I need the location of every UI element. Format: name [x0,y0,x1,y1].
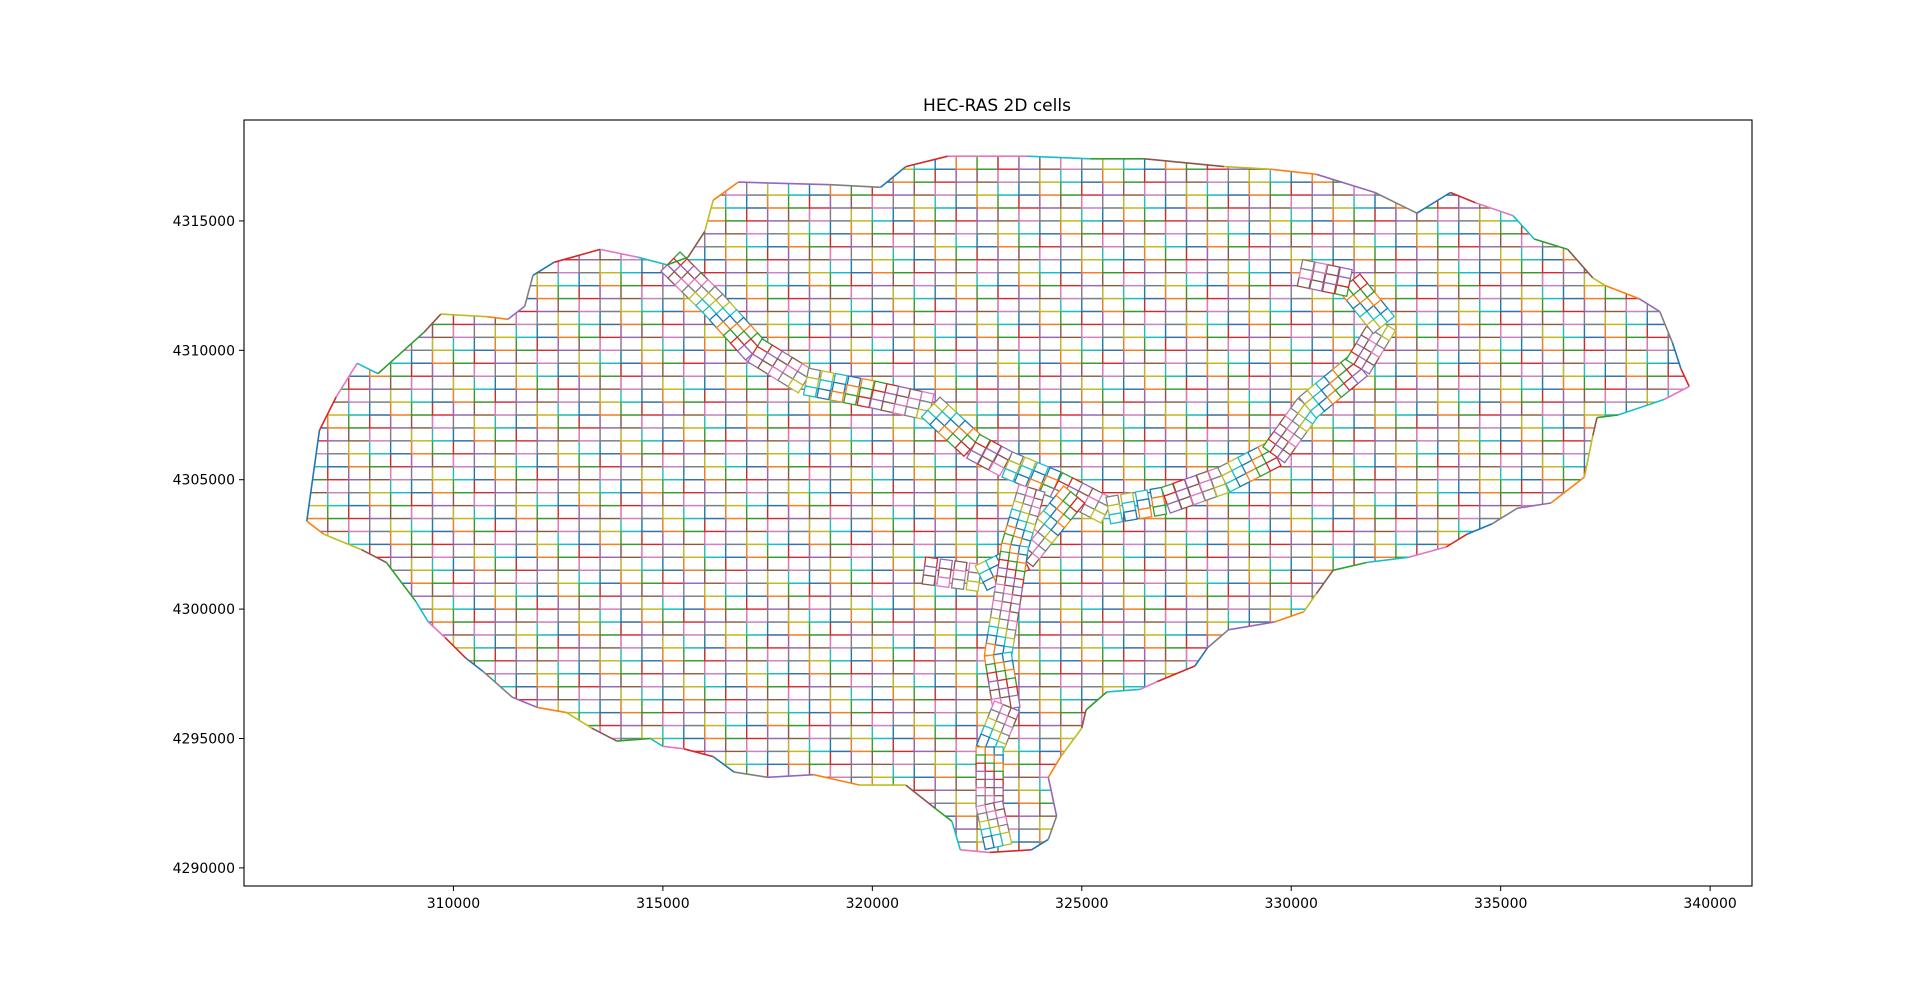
x-tick-label: 330000 [1264,896,1317,912]
x-tick-label: 340000 [1683,896,1736,912]
channel-cell [802,385,818,398]
channel-cell [856,395,872,409]
y-tick-label: 4295000 [173,731,235,747]
x-tick-label: 315000 [636,896,689,912]
channel-cell [842,392,859,406]
x-tick-label: 310000 [427,896,480,912]
channel-cell [965,580,980,592]
channel-cell [1123,509,1138,522]
channel-cell [829,390,845,404]
x-tick-label: 325000 [1055,896,1108,912]
channel-cell [1152,504,1168,517]
channel-cell [1337,266,1353,280]
y-tick-label: 4290000 [173,861,235,877]
channel-cell [1300,258,1316,272]
x-tick-label: 320000 [846,896,899,912]
channel-cell [936,576,951,589]
channel-cell [1108,512,1124,525]
channel-cell [950,578,966,591]
channel-cell [921,574,936,587]
channel-cell [816,387,832,401]
y-tick-label: 4315000 [173,214,235,230]
channel-cell [981,835,995,851]
channel-cell [1137,506,1153,520]
x-tick-label: 335000 [1474,896,1527,912]
y-tick-label: 4305000 [173,473,235,489]
y-tick-label: 4310000 [173,343,235,359]
channel-cell [1312,261,1328,275]
channel-cell [1325,263,1341,277]
chart-title: HEC-RAS 2D cells [923,96,1071,116]
y-tick-label: 4300000 [173,602,235,618]
